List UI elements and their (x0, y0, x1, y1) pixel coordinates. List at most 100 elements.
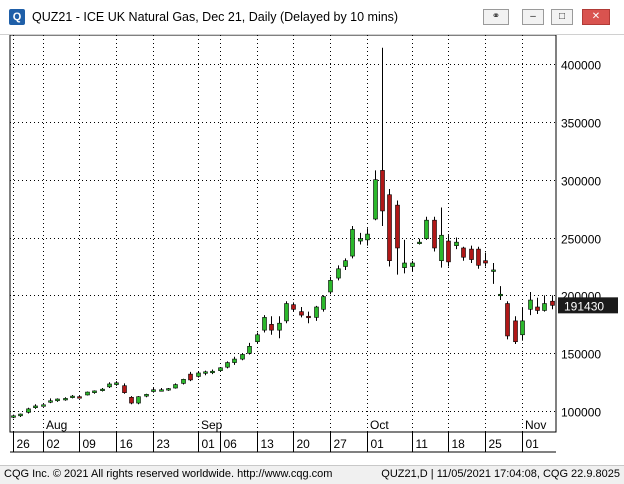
candle-up (255, 334, 260, 343)
candle-up (85, 391, 90, 396)
y-tick-label: 350000 (561, 117, 601, 131)
candle-up (11, 415, 16, 418)
x-tick-label: 16 (120, 437, 134, 451)
candle-down (461, 247, 466, 258)
candle-up (528, 299, 533, 310)
candle-down (483, 260, 488, 264)
x-tick-label: 27 (334, 437, 348, 451)
candle-up (41, 404, 46, 407)
candle-up (18, 413, 23, 417)
candle-down (291, 304, 296, 310)
x-tick-label: 25 (489, 437, 503, 451)
candle-down (513, 320, 518, 343)
candle-down (269, 324, 274, 331)
candle-down (535, 306, 540, 311)
y-tick-label: 250000 (561, 233, 601, 247)
candle-up (218, 367, 223, 371)
candle-up (203, 371, 208, 374)
status-bar: CQG Inc. © 2021 All rights reserved worl… (0, 465, 624, 484)
month-label: Nov (525, 418, 546, 432)
candle-down (387, 194, 392, 261)
y-tick-label: 150000 (561, 348, 601, 362)
candle-up (284, 303, 289, 322)
x-tick-label: 01 (202, 437, 216, 451)
plot-area (9, 34, 557, 433)
x-tick-label: 23 (157, 437, 171, 451)
candle-up (373, 179, 378, 220)
candle-down (306, 315, 311, 319)
month-label: Sep (201, 418, 223, 432)
x-tick-label: 11 (416, 437, 429, 451)
candle-up (439, 234, 444, 261)
candle-up (181, 379, 186, 384)
candle-up (424, 219, 429, 240)
candle-up (63, 398, 68, 401)
candle-up (328, 280, 333, 293)
close-button[interactable]: ✕ (582, 9, 610, 25)
candle-up (92, 390, 97, 393)
candle-up (321, 296, 326, 310)
copyright-text: CQG Inc. © 2021 All rights reserved worl… (4, 468, 333, 480)
month-label: Aug (46, 418, 67, 432)
symbol-timestamp: QUZ21,D | 11/05/2021 17:04:08, CQG 22.9.… (381, 468, 620, 480)
candle-down (122, 385, 127, 393)
candle-down (550, 300, 555, 306)
candle-up (247, 346, 252, 354)
candle-up (196, 372, 201, 377)
month-label: Oct (370, 418, 389, 432)
candlestick-chart[interactable]: 1000001500002000002500003000003500004000… (0, 34, 624, 465)
candle-up (159, 389, 164, 392)
candle-up (454, 241, 459, 246)
maximize-button[interactable]: □ (551, 9, 573, 25)
candle-up (365, 233, 370, 241)
candle-up (402, 262, 407, 268)
link-button[interactable]: ⚭ (483, 9, 509, 25)
candle-down (476, 248, 481, 266)
candle-up (542, 303, 547, 311)
candle-down (446, 240, 451, 263)
candle-up (232, 358, 237, 363)
app-icon: Q (9, 9, 25, 25)
x-tick-label: 13 (261, 437, 275, 451)
x-tick-label: 06 (224, 437, 238, 451)
candle-down (380, 170, 385, 212)
last-price-box (558, 297, 618, 314)
candle-up (410, 262, 415, 267)
candle-up (151, 389, 156, 392)
candle-down (129, 396, 134, 404)
candle-up (55, 398, 60, 402)
y-tick-label: 100000 (561, 406, 601, 420)
candle-down (188, 373, 193, 381)
candle-up (114, 382, 119, 385)
x-tick-label: 02 (47, 437, 61, 451)
candle-up (498, 293, 503, 297)
candle-up (48, 400, 53, 403)
x-tick-label: 01 (526, 437, 540, 451)
candle-up (107, 383, 112, 388)
candle-up (240, 354, 245, 360)
candle-up (136, 396, 141, 404)
last-price-label: 191430 (564, 299, 604, 313)
candle-up (417, 241, 422, 244)
minimize-button[interactable]: – (522, 9, 544, 25)
candle-up (70, 395, 75, 398)
candle-up (166, 388, 171, 391)
candle-down (77, 396, 82, 399)
candle-up (491, 269, 496, 272)
candle-up (144, 394, 149, 397)
candle-down (432, 219, 437, 249)
candle-up (225, 362, 230, 368)
candle-up (26, 408, 31, 413)
candle-up (350, 229, 355, 257)
candle-up (314, 306, 319, 318)
candle-down (469, 248, 474, 260)
x-tick-label: 26 (17, 437, 31, 451)
y-tick-label: 400000 (561, 59, 601, 73)
y-tick-label: 300000 (561, 175, 601, 189)
candle-up (173, 384, 178, 389)
candle-up (277, 322, 282, 331)
candle-down (395, 204, 400, 249)
x-tick-label: 20 (297, 437, 311, 451)
candle-up (262, 317, 267, 331)
candle-down (505, 303, 510, 337)
